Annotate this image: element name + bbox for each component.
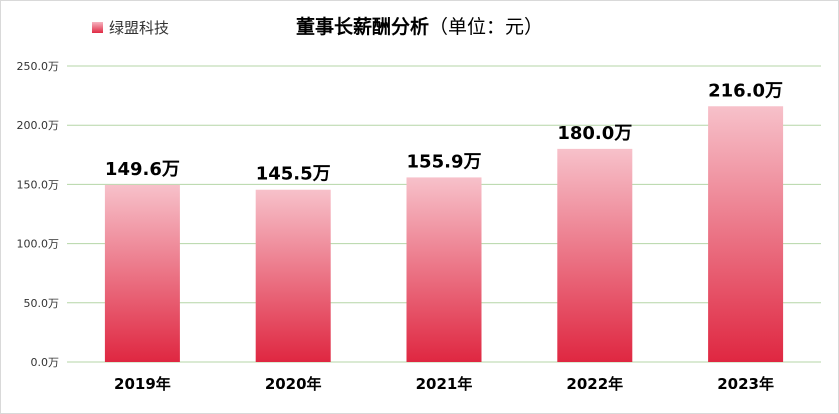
y-tick-label: 100.0万 [17,238,60,251]
data-label: 216.0万 [708,80,783,101]
y-tick-label: 150.0万 [17,178,60,191]
y-tick-label: 0.0万 [31,356,60,369]
data-label: 149.6万 [105,159,180,180]
legend-swatch [92,22,103,33]
chart-title-main: 董事长薪酬分析 [295,16,429,38]
data-labels: 149.6万 145.5万 155.9万 180.0万 216.0万 [105,80,783,184]
legend: 绿盟科技 [92,17,169,38]
bars [104,106,784,362]
x-axis-ticks: 2019年 2020年 2021年 2022年 2023年 [114,375,774,393]
chart-title-unit: （单位：元） [429,16,544,38]
bar [708,106,784,362]
bar [104,184,180,362]
x-tick-label: 2022年 [566,375,623,393]
y-axis-ticks: 0.0万 50.0万 100.0万 150.0万 200.0万 250.0万 [17,60,60,369]
y-tick-label: 50.0万 [24,297,60,310]
y-tick-label: 200.0万 [17,119,60,132]
bar [557,148,633,362]
x-tick-label: 2021年 [416,375,473,393]
legend-label: 绿盟科技 [109,19,170,37]
chart-title: 董事长薪酬分析（单位：元） [1,12,838,39]
y-tick-label: 250.0万 [17,60,60,73]
x-tick-label: 2023年 [717,375,774,393]
bar [255,189,331,362]
bar [406,177,482,362]
data-label: 145.5万 [256,164,331,185]
x-tick-label: 2020年 [265,375,322,393]
data-label: 155.9万 [407,151,482,172]
x-tick-label: 2019年 [114,375,171,393]
data-label: 180.0万 [557,123,632,144]
